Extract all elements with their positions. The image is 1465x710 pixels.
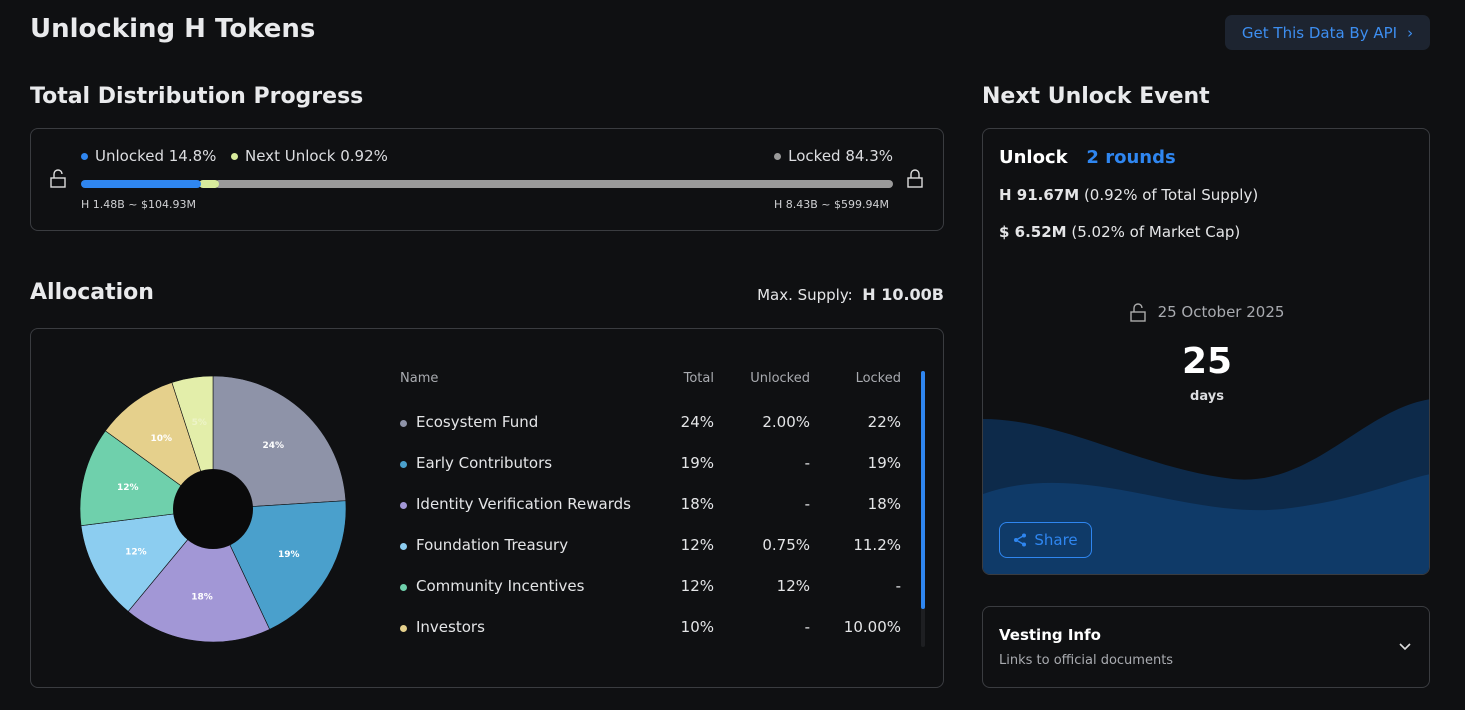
row-total: 10% — [680, 618, 714, 636]
color-dot — [400, 543, 407, 550]
row-name: Investors — [416, 618, 485, 636]
max-supply: Max. Supply: H 10.00B — [757, 285, 944, 304]
row-name: Foundation Treasury — [416, 536, 569, 554]
next-unlock-segment — [199, 180, 220, 188]
row-total: 18% — [680, 495, 714, 513]
legend-unlocked: Unlocked 14.8% — [81, 147, 216, 165]
row-total: 19% — [680, 454, 714, 472]
row-locked: 10.00% — [843, 618, 901, 636]
distribution-progress-card: Unlocked 14.8% Next Unlock 0.92% Locked … — [30, 128, 944, 231]
col-locked: Locked — [855, 371, 901, 386]
color-dot — [400, 584, 407, 591]
vesting-subtitle: Links to official documents — [999, 653, 1174, 668]
pie-slice-label: 19% — [278, 550, 300, 560]
row-total: 12% — [680, 577, 714, 595]
unlock-date: 25 October 2025 — [983, 303, 1429, 323]
chevron-right-icon: › — [1407, 23, 1414, 42]
vesting-info-accordion[interactable]: Vesting Info Links to official documents — [982, 606, 1430, 688]
share-icon — [1014, 533, 1027, 547]
chevron-down-icon[interactable] — [1398, 642, 1412, 652]
row-unlocked: - — [804, 495, 810, 513]
padlock-icon — [1129, 303, 1146, 322]
allocation-card: 24% 19% 18% 12% 12% 10% 5% Name Total Unlocked… — [30, 328, 944, 688]
days-countdown: 25 — [1181, 341, 1233, 382]
pie-slice-label: 18% — [191, 592, 213, 602]
allocation-title: Allocation — [30, 280, 154, 305]
next-unlock-card: Unlock 2 rounds H 91.67M (0.92% of Total… — [982, 128, 1430, 575]
pie-slice-label: 10% — [151, 434, 173, 444]
share-button[interactable]: Share — [999, 522, 1092, 558]
locked-padlock-icon — [907, 169, 923, 188]
row-locked: 22% — [867, 413, 901, 431]
pie-slice[interactable] — [212, 500, 347, 630]
distribution-title: Total Distribution Progress — [30, 84, 364, 109]
table-scrollbar-track[interactable] — [921, 371, 925, 647]
pie-slice-label: 5% — [192, 418, 207, 428]
col-unlocked: Unlocked — [750, 371, 810, 386]
row-locked: 19% — [867, 454, 901, 472]
color-dot — [400, 461, 407, 468]
pie-slice-label: 12% — [117, 483, 139, 493]
pie-slice[interactable] — [80, 508, 214, 612]
pie-slice[interactable] — [104, 382, 214, 510]
color-dot — [400, 420, 407, 427]
pie-slice[interactable] — [212, 375, 347, 510]
rounds-link[interactable]: 2 rounds — [1086, 147, 1176, 168]
distribution-progress-bar — [81, 180, 893, 188]
table-scrollbar-thumb[interactable] — [921, 371, 925, 609]
row-locked: - — [895, 577, 901, 595]
row-locked: 18% — [867, 495, 901, 513]
unlock-heading: Unlock 2 rounds — [999, 147, 1176, 168]
row-name: Early Contributors — [416, 454, 553, 472]
row-total: 12% — [680, 536, 714, 554]
vesting-title: Vesting Info — [999, 626, 1101, 644]
pie-slice[interactable] — [127, 508, 271, 643]
row-name: Ecosystem Fund — [416, 413, 539, 431]
usd-amount: $ 6.52M (5.02% of Market Cap) — [999, 223, 1241, 241]
legend-next-unlock: Next Unlock 0.92% — [231, 147, 388, 165]
unlocked-padlock-icon — [50, 169, 66, 188]
token-amount: H 91.67M (0.92% of Total Supply) — [999, 186, 1259, 204]
color-dot — [400, 625, 407, 632]
row-total: 24% — [680, 413, 714, 431]
col-name: Name — [400, 371, 439, 386]
row-unlocked: 2.00% — [762, 413, 810, 431]
row-unlocked: - — [804, 618, 810, 636]
row-unlocked: 0.75% — [762, 536, 810, 554]
locked-segment — [215, 180, 893, 188]
wave-decoration — [983, 399, 1429, 574]
row-name: Identity Verification Rewards — [416, 495, 631, 513]
color-dot — [400, 502, 407, 509]
unlocked-amount: H 1.48B ~ $104.93M — [81, 198, 196, 211]
row-unlocked: - — [804, 454, 810, 472]
row-name: Community Incentives — [416, 577, 585, 595]
next-unlock-title: Next Unlock Event — [982, 84, 1210, 109]
api-button-label: Get This Data By API — [1241, 23, 1398, 42]
row-unlocked: 12% — [776, 577, 810, 595]
pie-slice-label: 24% — [262, 441, 284, 451]
legend-locked: Locked 84.3% — [774, 147, 893, 165]
locked-amount: H 8.43B ~ $599.94M — [774, 198, 889, 211]
pie-center-hole — [173, 469, 253, 549]
allocation-pie-chart: 24% 19% 18% 12% 12% 10% 5% — [79, 375, 347, 643]
col-total: Total — [683, 371, 714, 386]
days-label: days — [1190, 389, 1224, 404]
page-title: Unlocking H Tokens — [30, 14, 316, 44]
row-locked: 11.2% — [853, 536, 901, 554]
pie-slice-label: 12% — [125, 547, 147, 557]
unlocked-segment — [81, 180, 202, 188]
get-data-by-api-button[interactable]: Get This Data By API › — [1225, 15, 1430, 50]
